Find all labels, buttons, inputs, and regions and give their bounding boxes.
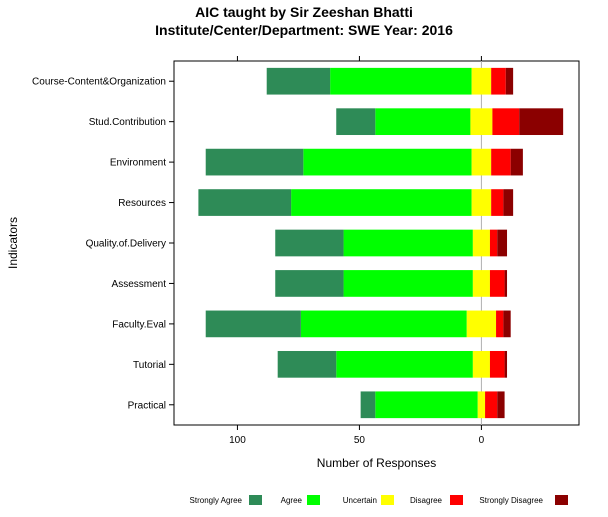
bar-strongly-agree <box>336 108 376 136</box>
bar-strongly-disagree <box>503 189 514 216</box>
bar-disagree <box>496 310 504 338</box>
x-tick-label: 50 <box>354 435 366 446</box>
bar-strongly-agree <box>360 391 376 419</box>
bar-strongly-agree <box>198 189 292 216</box>
bar-strongly-disagree <box>519 108 564 136</box>
bar-disagree <box>492 108 520 136</box>
bar-agree <box>375 108 471 136</box>
legend-swatch <box>555 495 568 505</box>
y-tick-label: Assessment <box>112 279 167 290</box>
bar-strongly-agree <box>205 310 301 338</box>
bar-strongly-disagree <box>505 67 514 95</box>
bar-disagree <box>489 350 505 378</box>
x-tick-label: 0 <box>479 435 485 446</box>
bar-strongly-agree <box>275 270 344 297</box>
bar-uncertain <box>477 391 486 419</box>
bar-agree <box>343 229 473 257</box>
legend-label: Uncertain <box>343 496 377 505</box>
y-tick-label: Course-Content&Organization <box>32 77 166 88</box>
bar-strongly-disagree <box>510 148 523 176</box>
y-tick-label: Environment <box>110 158 166 169</box>
bar-uncertain <box>471 148 492 176</box>
bar-strongly-agree <box>205 148 304 176</box>
legend-swatch <box>381 495 394 505</box>
bar-agree <box>343 270 473 297</box>
bar-uncertain <box>471 67 492 95</box>
bar-disagree <box>491 67 506 95</box>
bar-agree <box>330 67 472 95</box>
bar-disagree <box>491 148 511 176</box>
chart-title: AIC taught by Sir Zeeshan Bhatti <box>195 4 413 20</box>
bar-uncertain <box>472 229 490 257</box>
y-tick-label: Resources <box>118 198 166 209</box>
bar-uncertain <box>470 108 493 136</box>
bar-disagree <box>489 229 498 257</box>
bar-disagree <box>491 189 504 216</box>
bar-agree <box>375 391 478 419</box>
bar-agree <box>336 350 473 378</box>
x-tick-label: 100 <box>229 435 246 446</box>
bar-strongly-disagree <box>497 229 508 257</box>
x-axis-label: Number of Responses <box>317 456 436 470</box>
bar-strongly-disagree <box>504 270 508 297</box>
y-tick-label: Practical <box>128 400 166 411</box>
bar-strongly-agree <box>275 229 344 257</box>
legend-label: Agree <box>281 496 303 505</box>
bar-strongly-disagree <box>497 391 505 419</box>
legend-swatch <box>450 495 463 505</box>
bar-strongly-disagree <box>503 310 511 338</box>
bar-strongly-agree <box>277 350 337 378</box>
legend-swatch <box>249 495 262 505</box>
legend-label: Disagree <box>410 496 443 505</box>
bar-agree <box>291 189 472 216</box>
legend-label: Strongly Agree <box>190 496 243 505</box>
y-tick-label: Stud.Contribution <box>89 117 166 128</box>
bar-uncertain <box>472 270 490 297</box>
bar-agree <box>300 310 467 338</box>
bar-uncertain <box>472 350 490 378</box>
bar-strongly-disagree <box>504 350 508 378</box>
y-tick-label: Quality.of.Delivery <box>86 239 166 250</box>
bar-strongly-agree <box>266 67 331 95</box>
bar-agree <box>303 148 472 176</box>
legend-label: Strongly Disagree <box>479 496 543 505</box>
chart-subtitle: Institute/Center/Department: SWE Year: 2… <box>155 22 453 38</box>
bar-disagree <box>489 270 505 297</box>
y-tick-label: Faculty.Eval <box>112 319 166 330</box>
bar-disagree <box>485 391 498 419</box>
bar-uncertain <box>471 189 492 216</box>
legend-swatch <box>307 495 320 505</box>
bar-uncertain <box>466 310 497 338</box>
y-tick-label: Tutorial <box>133 360 166 371</box>
y-axis-label: Indicators <box>6 217 20 269</box>
